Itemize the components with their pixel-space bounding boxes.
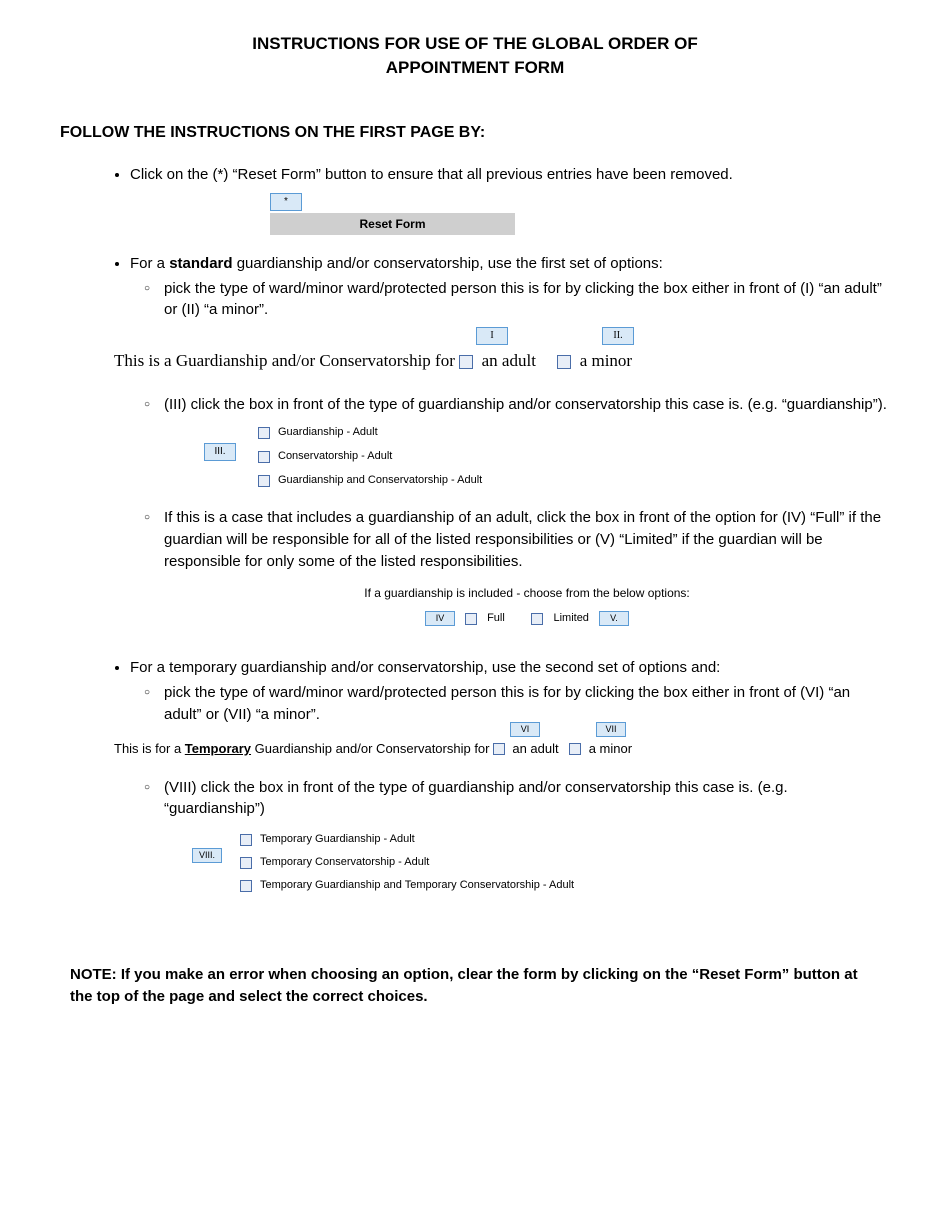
sub-temp-adult-minor-text: pick the type of ward/minor ward/protect… — [164, 684, 850, 723]
page-title: INSTRUCTIONS FOR USE OF THE GLOBAL ORDER… — [60, 32, 890, 80]
bullet-standard-bold: standard — [169, 255, 232, 272]
checkbox-both-adult[interactable] — [258, 475, 270, 487]
checkbox-minor[interactable] — [557, 355, 571, 369]
bullet-standard: For a standard guardianship and/or conse… — [130, 253, 890, 628]
bullet-temporary: For a temporary guardianship and/or cons… — [130, 657, 890, 894]
callout-v: V. — [599, 611, 629, 626]
temp-pre2: Guardianship and/or Conservatorship for — [251, 741, 493, 756]
sub-type: (III) click the box in front of the type… — [164, 394, 890, 490]
callout-vii: VII — [596, 722, 626, 737]
subtitle: FOLLOW THE INSTRUCTIONS ON THE FIRST PAG… — [60, 124, 890, 142]
sub-adult-minor: pick the type of ward/minor ward/protect… — [164, 278, 890, 374]
illustration-case-type: III. Guardianship - Adult Conservatorshi… — [204, 425, 890, 489]
opt-conservatorship-adult: Conservatorship - Adult — [278, 449, 392, 465]
checkbox-full[interactable] — [465, 613, 477, 625]
instruction-list: Click on the (*) “Reset Form” button to … — [60, 164, 890, 894]
temp-word: Temporary — [185, 741, 251, 756]
temp-minor: a minor — [589, 741, 632, 756]
sub-full-limited: If this is a case that includes a guardi… — [164, 507, 890, 627]
checkbox-temp-both[interactable] — [240, 880, 252, 892]
opt-temp-conservatorship: Temporary Conservatorship - Adult — [260, 855, 429, 871]
checkbox-limited[interactable] — [531, 613, 543, 625]
illus1-minor: a minor — [580, 351, 632, 370]
callout-iv: IV — [425, 611, 455, 626]
illus4-heading: If a guardianship is included - choose f… — [164, 585, 890, 602]
checkbox-adult[interactable] — [459, 355, 473, 369]
bullet-standard-pre: For a — [130, 255, 169, 272]
title-line-2: APPOINTMENT FORM — [386, 58, 565, 77]
reset-form-button[interactable]: Reset Form — [270, 213, 515, 235]
sub-full-limited-text: If this is a case that includes a guardi… — [164, 509, 881, 570]
temp-adult: an adult — [512, 741, 558, 756]
opt-both-adult: Guardianship and Conservatorship - Adult — [278, 473, 482, 489]
illustration-full-limited: If a guardianship is included - choose f… — [164, 585, 890, 628]
note: NOTE: If you make an error when choosing… — [70, 964, 880, 1008]
temp-pre1: This is for a — [114, 741, 185, 756]
bullet-reset: Click on the (*) “Reset Form” button to … — [130, 164, 890, 235]
illustration-adult-minor: I II. This is a Guardianship and/or Cons… — [114, 331, 890, 374]
opt-temp-guardianship: Temporary Guardianship - Adult — [260, 832, 415, 848]
sub-temp-type-text: (VIII) click the box in front of the typ… — [164, 779, 788, 818]
sub-temp-adult-minor: pick the type of ward/minor ward/protect… — [164, 682, 890, 758]
checkbox-guardianship-adult[interactable] — [258, 427, 270, 439]
opt-temp-both: Temporary Guardianship and Temporary Con… — [260, 878, 574, 894]
title-line-1: INSTRUCTIONS FOR USE OF THE GLOBAL ORDER… — [252, 34, 697, 53]
label-limited: Limited — [553, 611, 588, 627]
reset-illustration: * Reset Form — [270, 189, 890, 235]
bullet-temporary-text: For a temporary guardianship and/or cons… — [130, 659, 720, 676]
callout-viii: VIII. — [192, 848, 222, 863]
checkbox-temp-guardianship[interactable] — [240, 834, 252, 846]
illustration-temp-case-type: VIII. Temporary Guardianship - Adult Tem… — [192, 832, 890, 894]
callout-i: I — [476, 327, 508, 345]
sub-adult-minor-text: pick the type of ward/minor ward/protect… — [164, 280, 882, 319]
sub-type-text: (III) click the box in front of the type… — [164, 396, 887, 413]
callout-iii: III. — [204, 443, 236, 461]
illus1-pre: This is a Guardianship and/or Conservato… — [114, 351, 459, 370]
bullet-standard-post: guardianship and/or conservatorship, use… — [233, 255, 663, 272]
sub-temp-type: (VIII) click the box in front of the typ… — [164, 777, 890, 894]
label-full: Full — [487, 611, 505, 627]
checkbox-temp-conservatorship[interactable] — [240, 857, 252, 869]
illus1-adult: an adult — [482, 351, 536, 370]
callout-vi: VI — [510, 722, 540, 737]
checkbox-temp-minor[interactable] — [569, 743, 581, 755]
bullet-reset-text: Click on the (*) “Reset Form” button to … — [130, 166, 733, 183]
checkbox-conservatorship-adult[interactable] — [258, 451, 270, 463]
callout-star: * — [270, 193, 302, 211]
callout-ii: II. — [602, 327, 634, 345]
opt-guardianship-adult: Guardianship - Adult — [278, 425, 378, 441]
checkbox-temp-adult[interactable] — [493, 743, 505, 755]
illustration-temp-adult-minor: VI VII This is for a Temporary Guardians… — [114, 726, 890, 759]
